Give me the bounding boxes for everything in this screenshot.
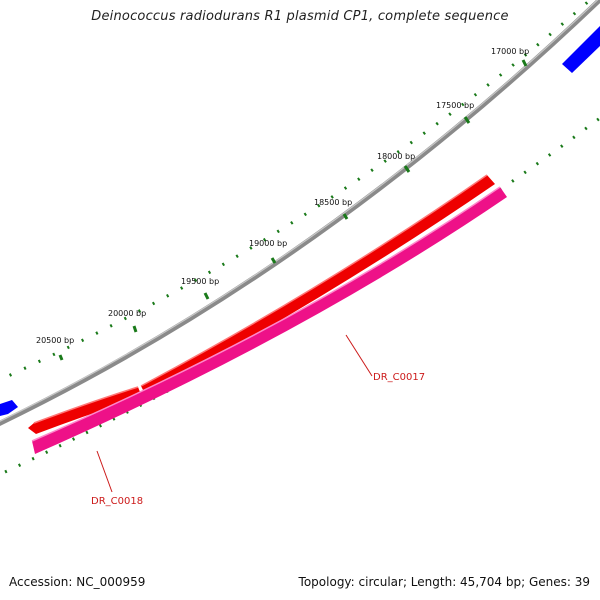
neighbor-gene-top[interactable] [562, 26, 600, 73]
gene-dr-c0018-forward[interactable] [28, 386, 142, 434]
gene-reverse-strand[interactable] [31, 186, 507, 454]
tick-label-17000: 17000 bp [491, 47, 529, 56]
accession-text: Accession: NC_000959 [9, 575, 146, 589]
tick-label-19500: 19500 bp [181, 277, 219, 286]
backbone-arc [0, 0, 600, 426]
backbone-arc-highlight [0, 0, 599, 422]
leader-line-dr-c0017 [345, 334, 373, 377]
tick-label-18000: 18000 bp [377, 152, 415, 161]
tick-label-18500: 18500 bp [314, 198, 352, 207]
topology-summary: Topology: circular; Length: 45,704 bp; G… [298, 575, 590, 589]
map-title: Deinococcus radiodurans R1 plasmid CP1, … [91, 9, 509, 24]
tick-label-20500: 20500 bp [36, 336, 74, 345]
gene-label-dr-c0018[interactable]: DR_C0018 [91, 496, 143, 507]
leader-line-dr-c0018 [96, 450, 113, 493]
major-ticks [58, 59, 528, 361]
tick-label-19000: 19000 bp [249, 239, 287, 248]
tick-label-17500: 17500 bp [436, 101, 474, 110]
neighbor-gene-left[interactable] [0, 400, 18, 416]
gene-label-dr-c0017[interactable]: DR_C0017 [373, 372, 425, 383]
tick-label-20000: 20000 bp [108, 309, 146, 318]
gene-dr-c0017[interactable] [140, 174, 495, 396]
